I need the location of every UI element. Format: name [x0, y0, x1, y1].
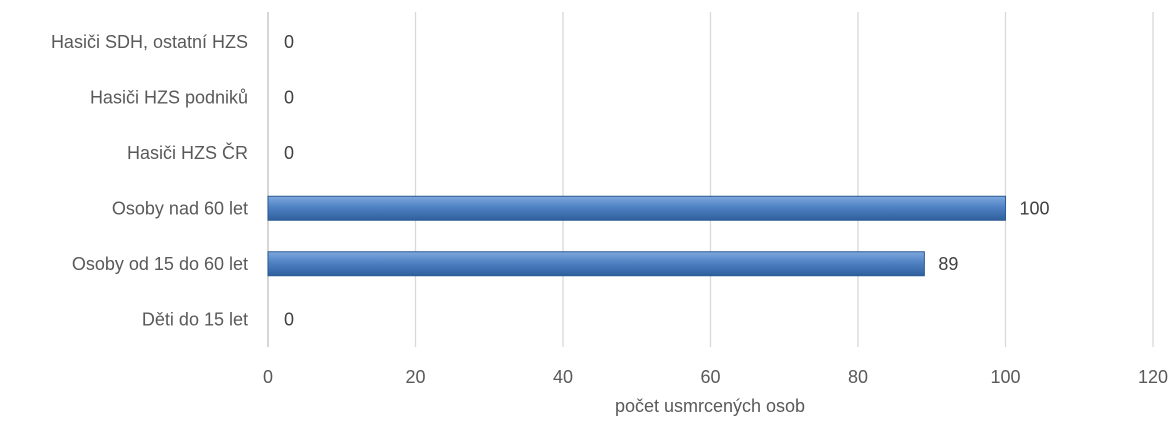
data-labels: 0 0 0 100 89 0: [284, 32, 1050, 330]
x-axis-title: počet usmrcených osob: [615, 396, 805, 416]
data-label: 0: [284, 87, 294, 107]
category-label: Hasiči HZS ČR: [127, 142, 248, 163]
category-label: Děti do 15 let: [142, 309, 248, 329]
category-label: Osoby od 15 do 60 let: [72, 254, 248, 274]
data-label: 89: [938, 254, 958, 274]
x-tick-label: 100: [990, 367, 1020, 387]
bar: [267, 195, 1006, 221]
bar: [267, 251, 925, 277]
bars: [267, 195, 1006, 277]
x-tick-label: 40: [553, 367, 573, 387]
x-tick-label: 20: [405, 367, 425, 387]
category-labels: Hasiči SDH, ostatní HZS Hasiči HZS podnik…: [51, 32, 248, 330]
x-tick-label: 0: [263, 367, 273, 387]
x-tick-label: 80: [848, 367, 868, 387]
data-label: 0: [284, 143, 294, 163]
x-tick-label: 120: [1138, 367, 1168, 387]
data-label: 0: [284, 32, 294, 52]
x-tick-label: 60: [700, 367, 720, 387]
category-label: Hasiči SDH, ostatní HZS: [51, 32, 248, 52]
x-tick-labels: 0 20 40 60 80 100 120: [263, 367, 1168, 387]
data-label: 0: [284, 309, 294, 329]
data-label: 100: [1020, 198, 1050, 218]
category-label: Hasiči HZS podniků: [90, 87, 248, 107]
grid-lines: [267, 12, 1154, 347]
category-label: Osoby nad 60 let: [112, 198, 248, 218]
